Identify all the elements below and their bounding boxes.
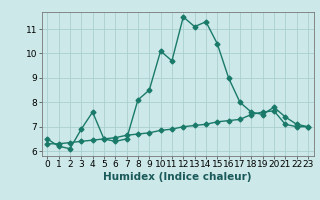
X-axis label: Humidex (Indice chaleur): Humidex (Indice chaleur) <box>103 172 252 182</box>
